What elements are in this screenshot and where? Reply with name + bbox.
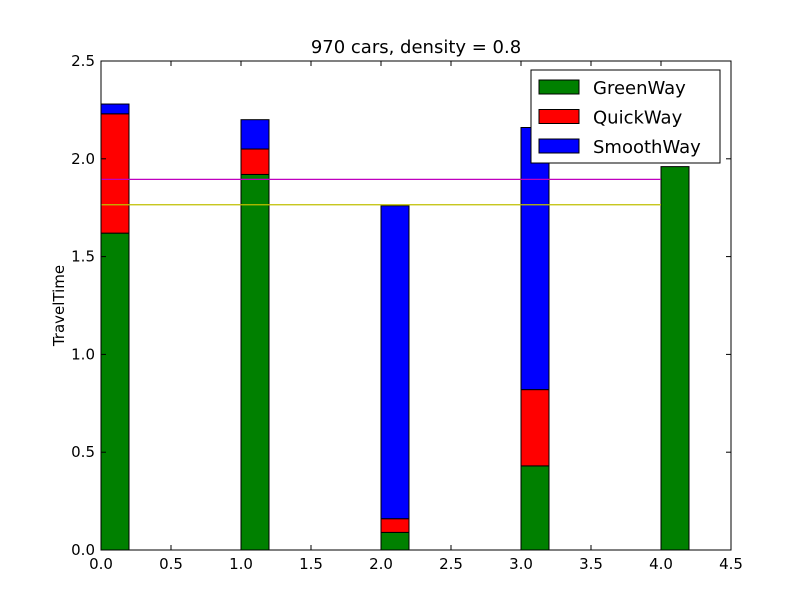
- bar-smoothway-0: [100, 103, 130, 115]
- bar-quickway-0: [100, 113, 130, 234]
- bar-quickway-1: [240, 148, 270, 175]
- y-tick-label-3: 1.5: [71, 248, 95, 266]
- chart-title: 970 cars, density = 0.8: [311, 37, 521, 58]
- legend-label-smoothway: SmoothWay: [593, 137, 701, 158]
- bar-greenway-1: [240, 173, 270, 551]
- legend-label-greenway: GreenWay: [593, 78, 686, 99]
- x-tick-label-1: 0.5: [159, 555, 183, 573]
- bars-layer: [100, 103, 690, 551]
- x-tick-label-3: 1.5: [299, 555, 323, 573]
- x-tick-label-7: 3.5: [579, 555, 603, 573]
- bar-greenway-0: [100, 232, 130, 551]
- ticks-layer: 0.0 0.5 1.0 1.5 2.0 2.5 3.0 3.5 4.0 4.5 0.0 0.5 1.0 1…: [71, 52, 743, 573]
- x-tick-label-5: 2.5: [439, 555, 463, 573]
- legend-swatch-quickway: [538, 109, 580, 124]
- legend-swatch-smoothway: [538, 138, 580, 154]
- plot-frame: [100, 60, 732, 551]
- bar-quickway-3: [520, 389, 550, 467]
- x-tick-label-6: 3.0: [509, 555, 533, 573]
- bar-quickway-2: [380, 518, 410, 533]
- x-tick-label-8: 4.0: [649, 555, 673, 573]
- bar-greenway-3: [520, 465, 550, 551]
- legend-label-quickway: QuickWay: [593, 108, 683, 129]
- x-tick-label-9: 4.5: [719, 555, 743, 573]
- bar-smoothway-3: [520, 127, 550, 391]
- reference-lines-layer: [101, 178, 661, 206]
- y-tick-label-4: 2.0: [71, 150, 95, 168]
- y-tick-label-2: 1.0: [71, 345, 95, 363]
- bar-greenway-2: [380, 531, 410, 551]
- y-tick-label-5: 2.5: [71, 52, 95, 70]
- x-tick-label-4: 2.0: [369, 555, 393, 573]
- legend: GreenWay QuickWay SmoothWay: [530, 69, 721, 164]
- x-tick-label-0: 0.0: [89, 555, 113, 573]
- y-tick-label-0: 0.0: [71, 541, 95, 559]
- bar-smoothway-2: [380, 205, 410, 520]
- bar-greenway-4: [660, 166, 690, 551]
- bar-smoothway-1: [240, 119, 270, 150]
- y-tick-label-1: 0.5: [71, 443, 95, 461]
- legend-swatch-greenway: [538, 79, 580, 95]
- x-tick-label-2: 1.0: [229, 555, 253, 573]
- y-axis-label: TravelTime: [50, 265, 68, 347]
